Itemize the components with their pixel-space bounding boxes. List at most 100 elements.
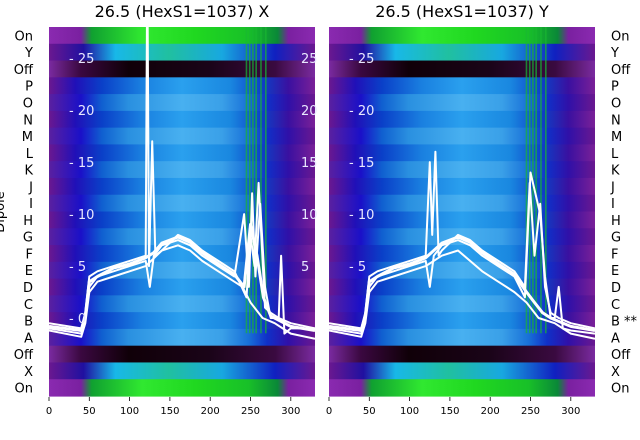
x-tick-label: 150 — [160, 406, 179, 417]
row-label: N — [611, 113, 621, 128]
row-label: I — [611, 197, 615, 212]
overlay-ticks: - 0 - 5 5 - 10 10 - 15 15 - 20 20 - 25 25 — [69, 52, 318, 327]
panel-title: 26.5 (HexS1=1037) Y — [375, 2, 549, 21]
row-label: On — [15, 29, 33, 44]
row-label: Off — [14, 348, 34, 363]
green-stripes — [245, 27, 267, 334]
row-label: Off — [611, 348, 631, 363]
heatmap-row-15 — [329, 278, 595, 296]
green-stripe — [535, 27, 537, 334]
green-stripe — [540, 27, 542, 334]
row-label: X — [611, 365, 620, 380]
x-tick-label: 0 — [326, 406, 332, 417]
heatmap-row-0 — [329, 27, 595, 45]
heatmap-row-1 — [329, 43, 595, 62]
green-stripe — [260, 27, 262, 334]
row-label: C — [24, 298, 33, 313]
green-stripe — [252, 27, 254, 334]
heatmap-row-17 — [49, 312, 315, 330]
heatmap-panel-y: - 5 - 10 - 15 - 20 - 25 0 50 100 150 200 250 300 O… — [326, 2, 638, 417]
heatmap-row-2 — [49, 60, 315, 78]
row-label: F — [26, 247, 33, 262]
overlay-line-2 — [329, 235, 595, 332]
row-label: Off — [611, 63, 631, 78]
heatmap-row-18 — [49, 328, 315, 347]
overlay-tick-label: - 15 — [349, 156, 374, 171]
heatmap-panel-x: - 0 - 5 5 - 10 10 - 15 15 - 20 20 - 25 25 0 50 100 15… — [0, 2, 318, 417]
row-label: I — [29, 197, 33, 212]
overlay-ticks: - 5 - 10 - 15 - 20 - 25 — [349, 52, 374, 275]
heatmap-row-3 — [329, 77, 595, 95]
heatmap-row-21 — [49, 379, 315, 397]
overlay-line-3 — [49, 244, 315, 340]
overlay-tick-label: - 10 — [349, 208, 374, 223]
heatmap-row-4 — [49, 94, 315, 112]
row-label: J — [28, 180, 33, 195]
heatmap-row-3 — [49, 77, 315, 95]
heatmap-row-2 — [329, 60, 595, 78]
row-label: Off — [14, 63, 34, 78]
x-tick-label: 300 — [281, 406, 300, 417]
row-label: On — [611, 382, 629, 397]
green-stripe — [245, 27, 248, 334]
row-label: E — [25, 264, 33, 279]
heatmap-row-7 — [49, 144, 315, 162]
overlay-line-3 — [329, 249, 595, 340]
overlay-right-tick-label: 25 — [301, 52, 318, 67]
row-label: B ** — [611, 315, 638, 330]
heatmap-row-6 — [329, 127, 595, 146]
row-label: C — [611, 298, 620, 313]
overlay-tick-label: - 0 — [69, 312, 86, 327]
heatmap-row-9 — [49, 177, 315, 196]
x-tick-label: 100 — [120, 406, 139, 417]
heatmap-row-6 — [49, 127, 315, 146]
x-axis: 0 50 100 150 200 250 300 — [326, 397, 580, 417]
heatmap-row-19 — [329, 345, 595, 364]
row-label: J — [610, 180, 615, 195]
overlay-line-1 — [329, 150, 595, 330]
row-label: E — [611, 264, 619, 279]
heatmap-row-5 — [329, 110, 595, 129]
overlay-line-1 — [49, 27, 315, 330]
heatmap-row-21 — [329, 379, 595, 397]
overlay-right-tick-label: 10 — [301, 208, 318, 223]
heatmap-row-16 — [329, 295, 595, 313]
row-label: D — [611, 281, 621, 296]
overlay-tick-label: - 20 — [69, 104, 94, 119]
heatmap-row-8 — [329, 161, 595, 179]
row-label: K — [611, 164, 620, 179]
heatmap-row-10 — [49, 194, 315, 213]
heatmap-row-8 — [49, 161, 315, 179]
x-tick-label: 50 — [363, 406, 376, 417]
x-tick-label: 300 — [561, 406, 580, 417]
heatmap-row-11 — [49, 211, 315, 229]
overlay-right-tick-label: 5 — [301, 260, 309, 275]
row-label: P — [611, 80, 619, 95]
overlay-lines — [329, 150, 595, 340]
row-label: G — [611, 231, 621, 246]
overlay-right-tick-label: 20 — [301, 104, 318, 119]
row-label: A — [24, 331, 33, 346]
row-label: B — [24, 315, 33, 330]
heatmap-row-18 — [329, 328, 595, 347]
overlay-tick-label: - 10 — [69, 208, 94, 223]
x-axis: 0 50 100 150 200 250 300 — [46, 397, 300, 417]
row-label: D — [23, 281, 33, 296]
panel-title: 26.5 (HexS1=1037) X — [95, 2, 270, 21]
row-label: Y — [24, 46, 33, 61]
green-stripe — [255, 27, 257, 334]
heatmap-row-4 — [329, 94, 595, 112]
row-label: A — [611, 331, 620, 346]
row-label: P — [25, 80, 33, 95]
row-label: O — [611, 97, 621, 112]
overlay-right-tick-label: 15 — [301, 156, 318, 171]
green-stripe — [525, 27, 528, 334]
row-label: M — [22, 130, 33, 145]
row-label: F — [611, 247, 618, 262]
x-tick-label: 250 — [521, 406, 540, 417]
overlay-tick-label: - 20 — [349, 104, 374, 119]
row-label: K — [24, 164, 33, 179]
